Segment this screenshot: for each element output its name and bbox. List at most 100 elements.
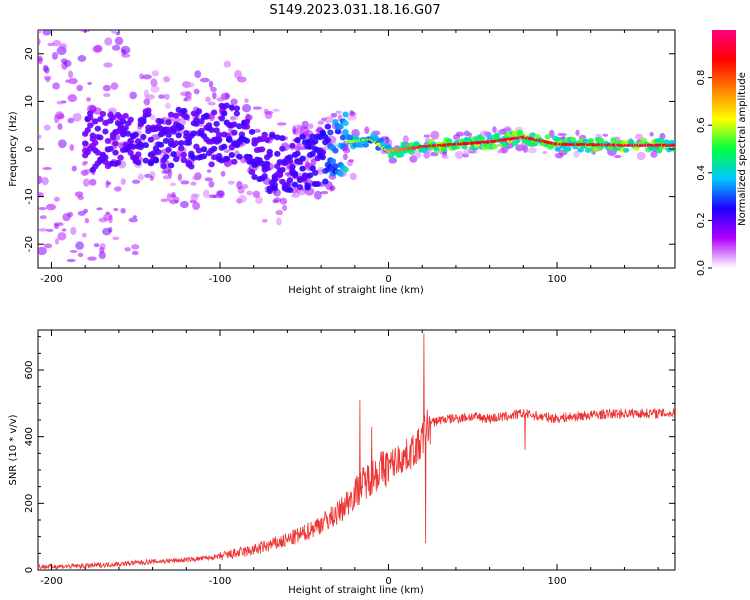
spectrogram-cell	[241, 184, 249, 190]
spectrogram-cell	[163, 76, 170, 83]
spectrogram-cell	[248, 128, 256, 135]
spectrogram-blobs	[38, 24, 675, 263]
spectrogram-cell	[89, 105, 97, 113]
spectrogram-cell	[342, 166, 349, 173]
spectrogram-cell	[195, 147, 203, 154]
spectrogram-cell	[81, 161, 87, 167]
spectrogram-cell	[221, 131, 228, 138]
spectrogram-cell	[279, 178, 286, 185]
spectrogram-cell	[68, 77, 78, 85]
spectrogram-cell	[192, 201, 201, 211]
spectrogram-cell	[286, 158, 294, 165]
colorbar-tick-label: 0.4	[696, 165, 707, 181]
spectrogram-cell	[473, 142, 481, 149]
spectrogram-cell	[554, 146, 562, 152]
spectrogram-cell	[319, 154, 326, 161]
spectrogram-cell	[441, 154, 449, 160]
spectrogram-cell	[223, 102, 230, 109]
spectrogram-cell	[289, 163, 296, 170]
spectrogram-cell	[57, 123, 63, 130]
spectrogram-cell	[186, 82, 195, 88]
spectrogram-cell	[137, 141, 144, 148]
spectrogram-cell	[218, 157, 225, 164]
spectrogram-cell	[243, 123, 251, 130]
spectrogram-cell	[170, 199, 176, 205]
spectrogram-cell	[210, 145, 218, 152]
spectrogram-cell	[223, 60, 232, 68]
spectrogram-cell	[46, 228, 54, 232]
spectrogram-cell	[210, 86, 217, 93]
spectrogram-cell	[440, 146, 448, 152]
spectrogram-cell	[87, 81, 93, 86]
spectrogram-cell	[140, 118, 147, 125]
spectrogram-cell	[165, 127, 172, 134]
spectrogram-cell	[152, 156, 160, 163]
spectrogram-cell	[491, 143, 498, 150]
spectrogram-cell	[57, 139, 67, 149]
colorbar-tick-label: 0.2	[696, 212, 707, 228]
spectrogram-cell	[658, 138, 665, 144]
spectrogram-cell	[320, 190, 329, 195]
spectrogram-cell	[514, 138, 521, 144]
spectrogram-cell	[309, 133, 316, 140]
spectrogram-cell	[86, 97, 91, 102]
spectrogram-cell	[92, 139, 99, 146]
spectrogram-cell	[195, 108, 203, 115]
spectrogram-cell	[144, 89, 149, 99]
spectrogram-cell	[92, 45, 102, 53]
spectrogram-cell	[291, 170, 299, 177]
spectrogram-cell	[271, 176, 278, 183]
spectrogram-cell	[223, 155, 230, 162]
spectrogram-cell	[170, 151, 177, 158]
spectrogram-cell	[200, 153, 208, 160]
spectrogram-cell	[329, 186, 334, 192]
spectrogram-cell	[330, 112, 338, 118]
spectrogram-cell	[52, 39, 62, 47]
spectrogram-cell	[585, 147, 592, 153]
spectrogram-cell	[185, 139, 193, 146]
spectrogram-cell	[463, 130, 470, 137]
spectrogram-cell	[45, 76, 51, 83]
spectrogram-cell	[43, 243, 53, 249]
snr-y-tick-label: 0	[24, 567, 35, 573]
spectrogram-cell	[82, 178, 90, 187]
spectrogram-cell	[160, 198, 168, 203]
spectrogram-cell	[233, 110, 241, 117]
spectrogram-cell	[54, 111, 64, 120]
spectrogram-cell	[164, 102, 171, 110]
spectrogram-y-tick-label: 0	[24, 146, 35, 152]
spectrogram-cell	[430, 130, 440, 140]
spectrogram-cell	[38, 192, 44, 198]
spectrogram-cell	[516, 145, 523, 151]
spectrogram-cell	[317, 120, 325, 125]
spectrogram-cell	[162, 137, 170, 144]
spectrogram-cell	[208, 161, 215, 168]
spectrogram-cell	[357, 142, 364, 148]
spectrogram-cell	[221, 110, 228, 117]
spectrogram-cell	[309, 150, 316, 157]
spectrogram-cell	[319, 149, 326, 156]
spectrogram-cell	[252, 190, 261, 198]
spectrogram-cell	[43, 124, 51, 131]
spectrogram-cell	[38, 134, 42, 140]
spectrogram-cell	[165, 119, 172, 126]
spectrogram-cell	[423, 134, 431, 138]
spectrogram-cell	[56, 100, 64, 105]
spectrogram-cell	[190, 130, 198, 137]
spectrogram-cell	[38, 38, 41, 46]
spectrogram-cell	[208, 180, 215, 188]
spectrogram-cell	[39, 215, 47, 220]
spectrogram-cell	[178, 140, 185, 147]
chart-title: S149.2023.031.18.16.G07	[269, 3, 440, 18]
spectrogram-cell	[193, 88, 200, 95]
spectrogram-cell	[68, 70, 74, 79]
spectrogram-cell	[445, 138, 453, 144]
spectrogram-cell	[120, 178, 126, 186]
spectrogram-cell	[228, 152, 235, 159]
spectrogram-y-axis-label: Frequency (Hz)	[8, 111, 19, 187]
spectrogram-cell	[60, 24, 66, 30]
spectrogram-cell	[96, 207, 103, 211]
spectrogram-cell	[167, 162, 175, 169]
spectrogram-cell	[188, 163, 195, 170]
